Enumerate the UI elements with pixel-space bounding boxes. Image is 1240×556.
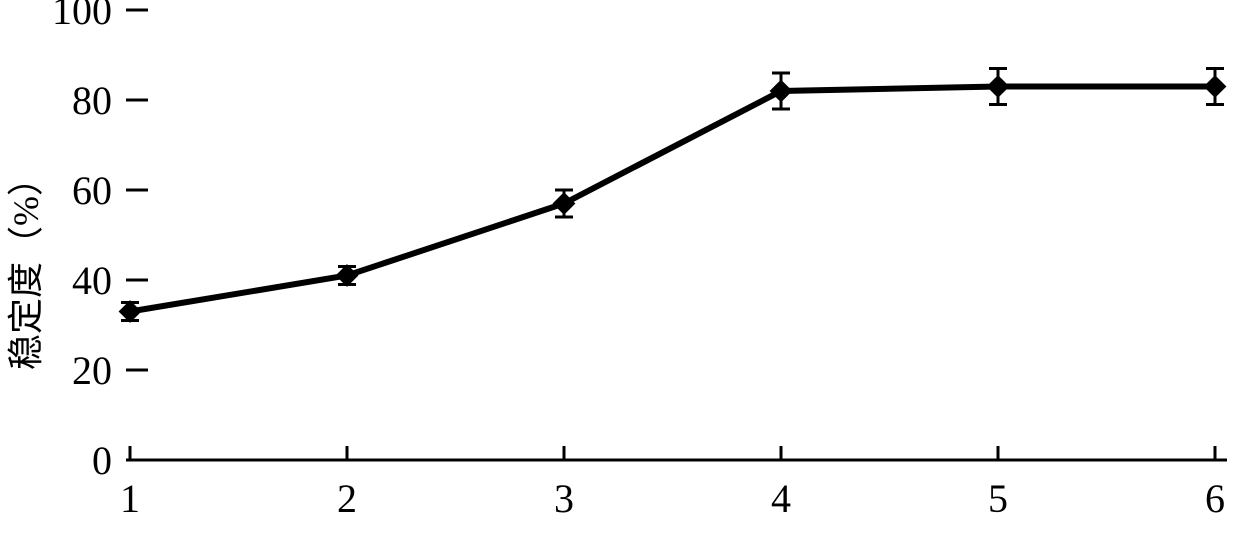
- data-marker: [1204, 75, 1227, 98]
- y-tick-label: 20: [72, 348, 112, 393]
- data-marker: [987, 75, 1010, 98]
- y-axis-label: 稳定度（%）: [6, 160, 46, 370]
- chart-container: { "chart": { "type": "line", "canvas": {…: [0, 0, 1240, 556]
- y-tick-label: 40: [72, 258, 112, 303]
- x-tick-label: 4: [771, 476, 791, 521]
- y-tick-label: 0: [92, 438, 112, 483]
- series-line: [130, 87, 1215, 312]
- y-tick-label: 80: [72, 78, 112, 123]
- data-marker: [770, 80, 793, 103]
- line-chart: 0 20 40 60 80 100 1 2 3 4 5 6 稳定度（%）: [0, 0, 1240, 556]
- y-tick-label: 60: [72, 168, 112, 213]
- x-tick-label: 3: [554, 476, 574, 521]
- y-tick-label: 100: [52, 0, 112, 33]
- data-marker: [553, 192, 576, 215]
- x-tick-label: 5: [988, 476, 1008, 521]
- x-tick-label: 1: [120, 476, 140, 521]
- x-tick-label: 2: [337, 476, 357, 521]
- x-tick-label: 6: [1205, 476, 1225, 521]
